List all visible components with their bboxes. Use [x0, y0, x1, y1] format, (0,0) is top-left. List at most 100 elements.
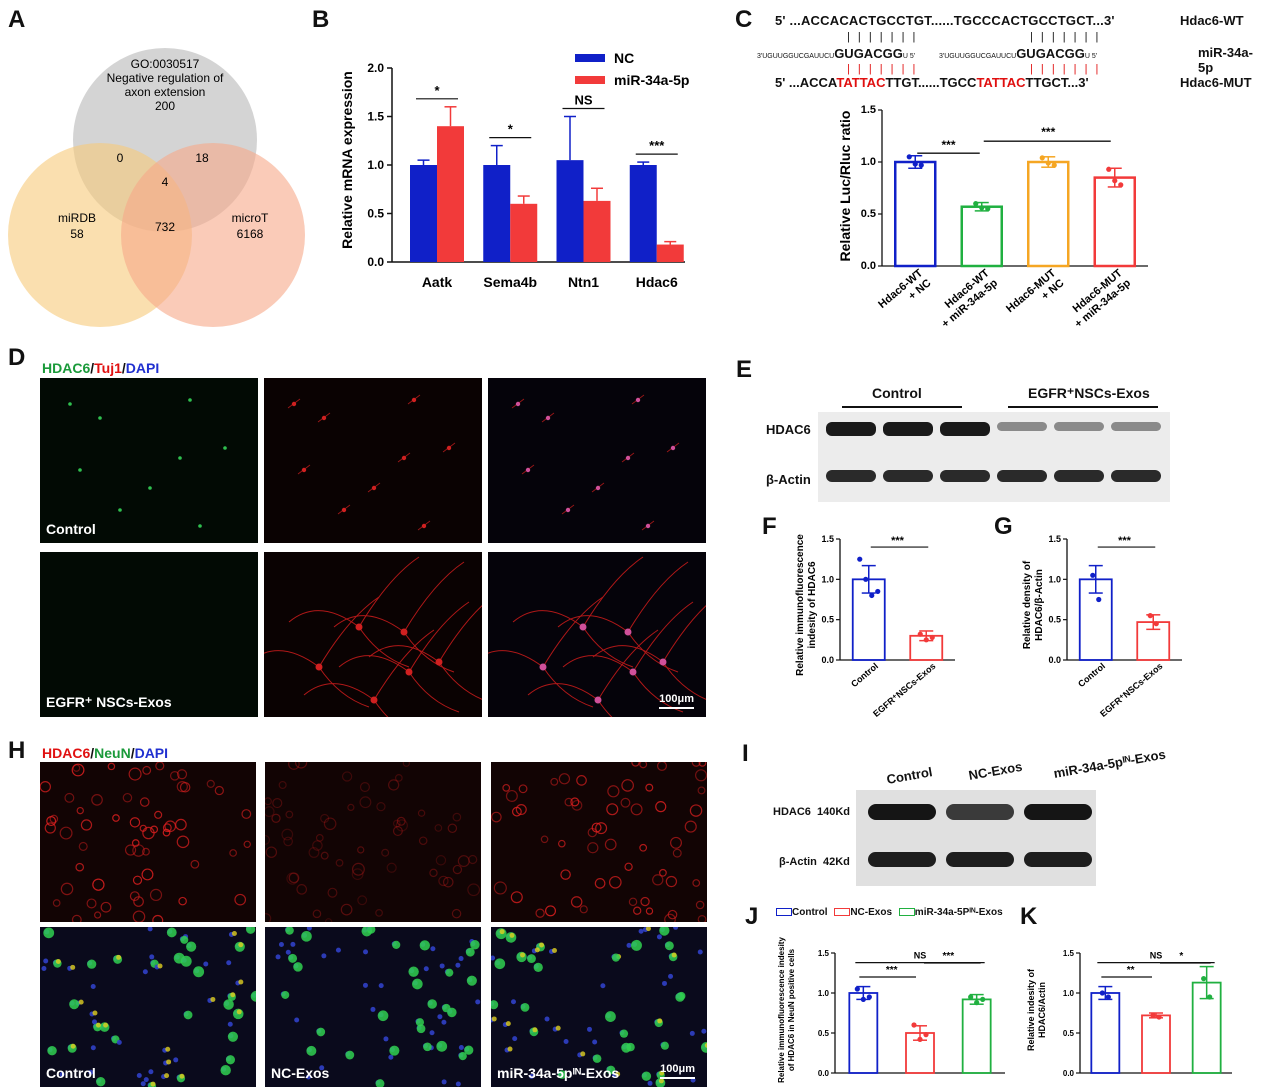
micrograph-h-tile — [40, 762, 256, 922]
neurite — [542, 666, 594, 708]
neun-cell — [621, 1042, 632, 1053]
hdac6-signal — [639, 843, 648, 852]
neun-cell — [660, 1041, 669, 1050]
dapi-nucleus — [378, 983, 384, 989]
hdac6-signal — [394, 774, 403, 782]
chart-f-xtick-label: EGFR⁺NSCs-Exos — [871, 661, 937, 719]
neurite — [408, 671, 460, 713]
chart-k-sig-label-left: ** — [1127, 965, 1135, 976]
chart-j-ytick-label: 0.0 — [818, 1069, 830, 1078]
cell-body — [539, 663, 547, 671]
neurite — [662, 661, 706, 700]
colocalization — [551, 948, 557, 954]
chart-c-point — [1045, 160, 1051, 166]
neun-cell — [592, 1054, 602, 1063]
colocalization — [509, 932, 515, 938]
hdac6-signal — [132, 875, 143, 885]
neurite — [373, 629, 435, 701]
dapi-nucleus — [647, 1080, 653, 1086]
cell-body — [400, 628, 408, 636]
micrograph-h-cells — [41, 927, 256, 1087]
hdac6-signal — [131, 839, 140, 847]
wb-e-bracket-control — [842, 406, 962, 408]
chart-k-ytick-label: 0.0 — [1063, 1069, 1075, 1078]
neurite — [597, 629, 659, 701]
chart-c-sig-label-1: *** — [941, 138, 955, 152]
chart-f-ylabel-1: Relative immunofluorescence — [795, 534, 806, 676]
colocalization — [70, 1043, 76, 1049]
micrograph-d-cells — [264, 556, 482, 717]
hdac6-signal — [518, 784, 528, 794]
neurite — [632, 671, 684, 713]
hdac6-signal — [272, 797, 283, 809]
stain-d-2: Tuj1 — [94, 360, 122, 376]
hdac6-signal — [315, 833, 324, 842]
venn-mirdb-count: 58 — [70, 227, 84, 241]
chart-c-point — [1051, 162, 1057, 168]
neun-cell — [470, 940, 480, 950]
neun-cell — [491, 1000, 499, 1010]
hdac6-signal — [107, 762, 116, 771]
hdac6-signal — [684, 820, 697, 833]
chart-c-xtick-group: Hdac6-WT+ NC — [876, 267, 933, 311]
panel-letter-k: K — [1020, 903, 1038, 930]
hdac6-signal — [694, 769, 707, 782]
venn-go-line4: 200 — [155, 99, 175, 113]
hdac6-signal — [176, 769, 188, 780]
colocalization — [534, 947, 540, 953]
panel-letter-g: G — [994, 513, 1013, 540]
cell-hdac6 — [223, 446, 227, 450]
neurite — [318, 666, 370, 708]
cell-body — [355, 623, 363, 631]
neurite — [632, 601, 694, 673]
neun-cell — [408, 966, 419, 977]
band-hdac6-i — [868, 804, 936, 820]
dapi-nucleus — [140, 1081, 146, 1087]
band-hdac6 — [826, 422, 876, 436]
dapi-nucleus — [429, 1030, 435, 1036]
chart-c-point — [1118, 182, 1124, 188]
hdac6-signal — [179, 781, 191, 793]
dapi-nucleus — [458, 956, 464, 962]
hdac6-signal — [491, 811, 502, 823]
band-hdac6 — [883, 422, 933, 436]
hdac6-signal — [44, 822, 56, 834]
cell-body — [629, 668, 637, 676]
micrograph-d-tile: EGFR⁺ NSCs-Exos — [40, 552, 258, 717]
neun-cell — [423, 1042, 432, 1052]
chart-j: Relative immunofluorescence indesity of … — [777, 937, 1005, 1083]
chart-k-bar — [1090, 992, 1121, 1074]
colocalization — [230, 992, 236, 998]
chart-g-ytick-label: 0.0 — [1048, 655, 1061, 665]
chart-j-sig-label-outer: NS — [914, 951, 927, 961]
seq-mut-p2: TTGT......TGCC — [885, 75, 977, 90]
chart-k-point — [1156, 1014, 1162, 1020]
micrograph-d-cells — [287, 394, 456, 531]
hdac6-signal — [265, 846, 278, 858]
chart-b-ytick-label: 0.5 — [367, 207, 384, 221]
hdac6-signal — [46, 816, 57, 827]
dapi-nucleus — [305, 1074, 311, 1080]
hdac6-signal — [515, 803, 527, 816]
neurite — [338, 655, 410, 673]
colocalization — [539, 942, 545, 948]
neun-cell — [180, 955, 192, 967]
seq-wt: 5' ...ACCACACTGCCTGT......TGCCCACTGCCTGC… — [775, 13, 1115, 28]
band-actin-i — [946, 852, 1014, 867]
dapi-nucleus — [383, 1036, 389, 1042]
dapi-nucleus — [592, 1039, 598, 1045]
hdac6-signal — [621, 779, 634, 792]
chart-g-point — [1096, 596, 1102, 603]
neurite — [592, 645, 664, 663]
chart-j-bar — [961, 998, 992, 1074]
venn-overlap-go-mirdb: 0 — [117, 151, 124, 165]
hdac6-signal — [645, 907, 654, 915]
hdac6-signal — [112, 814, 120, 822]
seq-ticks-mut-right: | | | | | | | — [1030, 63, 1101, 75]
neun-cell — [436, 1040, 448, 1052]
neun-cell — [43, 927, 55, 939]
band-actin — [1054, 470, 1104, 482]
hdac6-signal — [608, 875, 622, 889]
hdac6-signal — [698, 762, 707, 767]
colocalization — [238, 979, 244, 985]
